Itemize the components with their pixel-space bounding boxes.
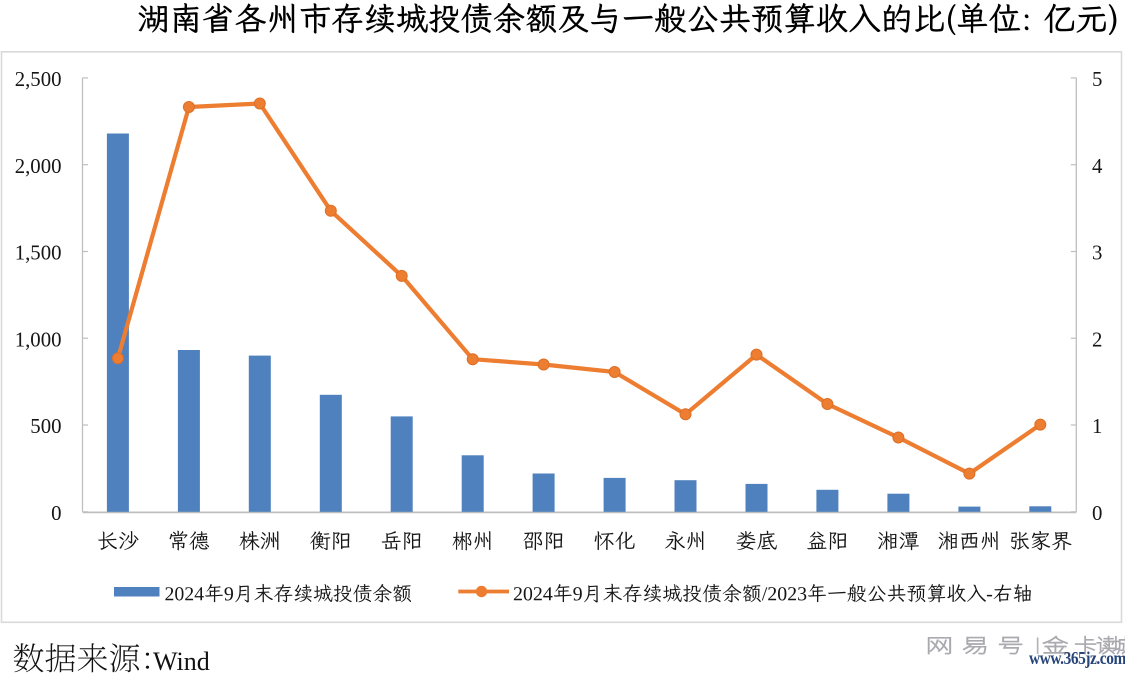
svg-text:1,000: 1,000 [15,328,62,351]
svg-text:500: 500 [30,415,61,438]
svg-text:4: 4 [1092,155,1103,178]
svg-text:2,000: 2,000 [15,155,62,178]
svg-text:1: 1 [1092,415,1102,438]
svg-text:1,500: 1,500 [15,242,62,265]
svg-text:5: 5 [1092,68,1102,91]
svg-text:3: 3 [1092,242,1102,265]
svg-text:2,500: 2,500 [15,68,62,91]
svg-text:0: 0 [1092,502,1102,525]
svg-text:2: 2 [1092,328,1102,351]
svg-text:www.365jz.com: www.365jz.com [1029,648,1125,668]
svg-text:Wind: Wind [153,647,210,674]
svg-text:0: 0 [51,502,61,525]
